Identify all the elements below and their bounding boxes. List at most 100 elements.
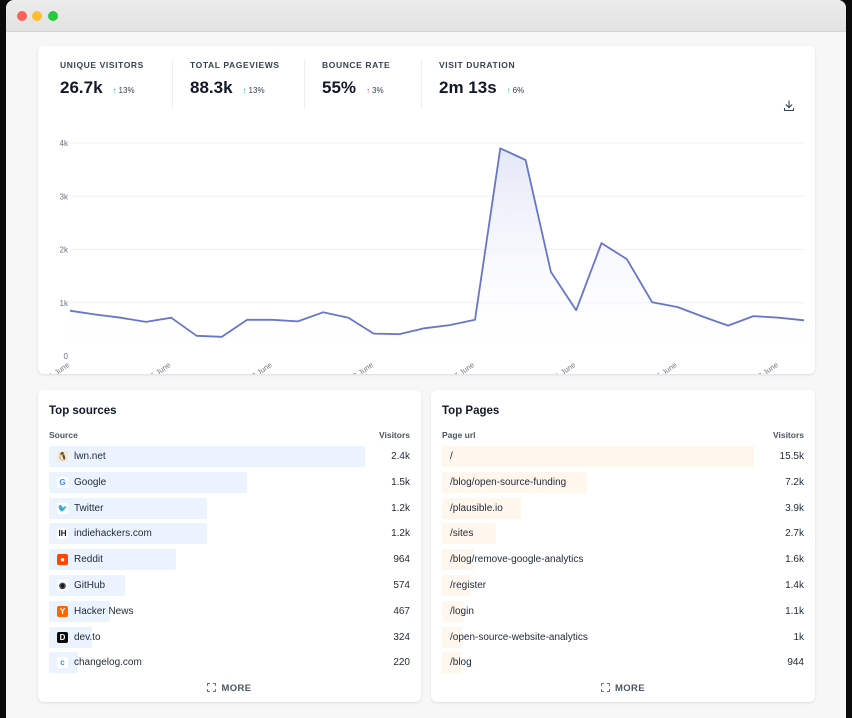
- x-tick-label: 17 June: [449, 360, 476, 374]
- stat-label: BOUNCE RATE: [322, 60, 391, 70]
- row-label: /register: [450, 579, 487, 591]
- area-fill: [70, 148, 804, 356]
- indiehackers-icon: IH: [57, 528, 68, 540]
- visitors-bar: [49, 497, 207, 519]
- minimize-window-button[interactable]: [32, 11, 42, 21]
- more-sources-button[interactable]: MORE: [38, 682, 421, 694]
- close-window-button[interactable]: [17, 11, 27, 21]
- list-item[interactable]: /blog/open-source-funding 7.2k: [442, 471, 804, 497]
- arrow-up-icon: ↑: [366, 86, 371, 95]
- x-tick-label: 25 June: [652, 360, 679, 374]
- data-point: [423, 327, 425, 329]
- visitors-value: 2.4k: [391, 451, 410, 462]
- stat-change: ↑ 6%: [506, 86, 525, 95]
- list-item[interactable]: ◉ GitHub 574: [49, 574, 410, 600]
- column-header-visitors: Visitors: [378, 430, 410, 440]
- data-point: [145, 321, 147, 323]
- list-item[interactable]: 🐧 lwn.net 2.4k: [49, 445, 410, 471]
- stat-total-pageviews[interactable]: TOTAL PAGEVIEWS 88.3k ↑ 13%: [190, 60, 280, 98]
- y-tick-label: 1k: [60, 299, 69, 308]
- data-point: [322, 311, 324, 313]
- row-label: /: [450, 451, 453, 462]
- y-tick-label: 0: [64, 352, 69, 361]
- visitors-bar: [442, 523, 497, 545]
- visitors-value: 2.7k: [785, 528, 804, 540]
- dashboard: UNIQUE VISITORS 26.7k ↑ 13% TOTAL PAGEVIE…: [6, 32, 846, 718]
- window-titlebar: [6, 0, 846, 32]
- visitors-value: 1.1k: [785, 605, 804, 617]
- row-label: /login: [450, 605, 474, 617]
- visitors-bar: [49, 574, 125, 596]
- list-item[interactable]: IH indiehackers.com 1.2k: [49, 522, 410, 548]
- y-tick-label: 2k: [60, 246, 69, 255]
- list-item[interactable]: /plausible.io 3.9k: [442, 497, 804, 523]
- maximize-window-button[interactable]: [48, 11, 58, 21]
- row-label: c changelog.com: [57, 651, 142, 674]
- browser-window: UNIQUE VISITORS 26.7k ↑ 13% TOTAL PAGEVIE…: [6, 0, 846, 718]
- stat-value: 26.7k: [60, 78, 103, 97]
- visitors-value: 944: [787, 657, 804, 669]
- data-point: [702, 315, 704, 317]
- list-item[interactable]: /blog 944: [442, 651, 804, 677]
- visitors-graph-card: UNIQUE VISITORS 26.7k ↑ 13% TOTAL PAGEVIE…: [38, 46, 815, 374]
- visitors-bar: [442, 626, 463, 648]
- data-point: [524, 159, 526, 161]
- visitors-value: 1.2k: [391, 528, 410, 540]
- x-tick-label: 13 June: [348, 360, 375, 374]
- column-header-visitors: Visitors: [772, 430, 804, 440]
- visitors-bar: [442, 574, 471, 596]
- visitors-bar: [442, 600, 465, 622]
- list-item[interactable]: 🐦 Twitter 1.2k: [49, 497, 410, 523]
- list-item[interactable]: /sites 2.7k: [442, 522, 804, 548]
- stat-label: VISIT DURATION: [439, 60, 516, 70]
- visitors-bar: [49, 471, 247, 493]
- data-point: [600, 242, 602, 244]
- stat-bounce-rate[interactable]: BOUNCE RATE 55% ↑ 3%: [322, 60, 390, 98]
- expand-icon: [600, 682, 610, 692]
- row-label: G Google: [57, 471, 106, 494]
- stat-unique-visitors[interactable]: UNIQUE VISITORS 26.7k ↑ 13%: [60, 60, 144, 98]
- stat-change: ↑ 13%: [242, 86, 265, 95]
- list-item[interactable]: /open-source-website-analytics 1k: [442, 626, 804, 652]
- row-label: ◉ GitHub: [57, 579, 106, 591]
- stat-label: TOTAL PAGEVIEWS: [190, 60, 280, 70]
- visitors-bar: [442, 497, 521, 519]
- data-point: [347, 316, 349, 318]
- list-item[interactable]: Y Hacker News 467: [49, 600, 410, 626]
- row-label: /plausible.io: [450, 502, 503, 514]
- row-label: Y Hacker News: [57, 600, 133, 623]
- row-label: /blog/open-source-funding: [450, 476, 567, 488]
- google-icon: G: [57, 476, 68, 488]
- data-point: [727, 324, 729, 326]
- list-item[interactable]: /blog/remove-google-analytics 1.6k: [442, 548, 804, 574]
- list-item[interactable]: c changelog.com 220: [49, 651, 410, 677]
- hacker-news-icon: Y: [57, 605, 68, 617]
- page-list: / 15.5k/blog/open-source-funding 7.2k/plau…: [442, 445, 804, 677]
- visitors-value: 964: [393, 554, 410, 566]
- visitors-value: 220: [393, 657, 410, 669]
- y-tick-label: 4k: [60, 139, 69, 148]
- card-title: Top sources: [49, 405, 117, 417]
- data-point: [550, 271, 552, 273]
- arrow-up-icon: ↑: [506, 86, 511, 95]
- stat-visit-duration[interactable]: VISIT DURATION 2m 13s ↑ 6%: [439, 60, 524, 98]
- data-point: [170, 316, 172, 318]
- download-icon[interactable]: [783, 100, 795, 112]
- list-item[interactable]: G Google 1.5k: [49, 471, 410, 497]
- list-item[interactable]: ● Reddit 964: [49, 548, 410, 574]
- visitors-value: 574: [393, 579, 410, 591]
- source-list: 🐧 lwn.net 2.4k G Google 1.5k 🐦 Twitter 1.2k IH ind…: [49, 445, 410, 677]
- visitors-bar: [442, 652, 461, 674]
- visitors-bar: [442, 471, 587, 493]
- visitors-value: 1.2k: [391, 502, 410, 514]
- visitors-bar: [49, 523, 207, 545]
- list-item[interactable]: / 15.5k: [442, 445, 804, 471]
- more-pages-button[interactable]: MORE: [431, 682, 815, 694]
- list-item[interactable]: /register 1.4k: [442, 574, 804, 600]
- list-item[interactable]: /login 1.1k: [442, 600, 804, 626]
- data-point: [676, 306, 678, 308]
- data-point: [69, 310, 71, 312]
- visitors-value: 1.5k: [391, 476, 410, 488]
